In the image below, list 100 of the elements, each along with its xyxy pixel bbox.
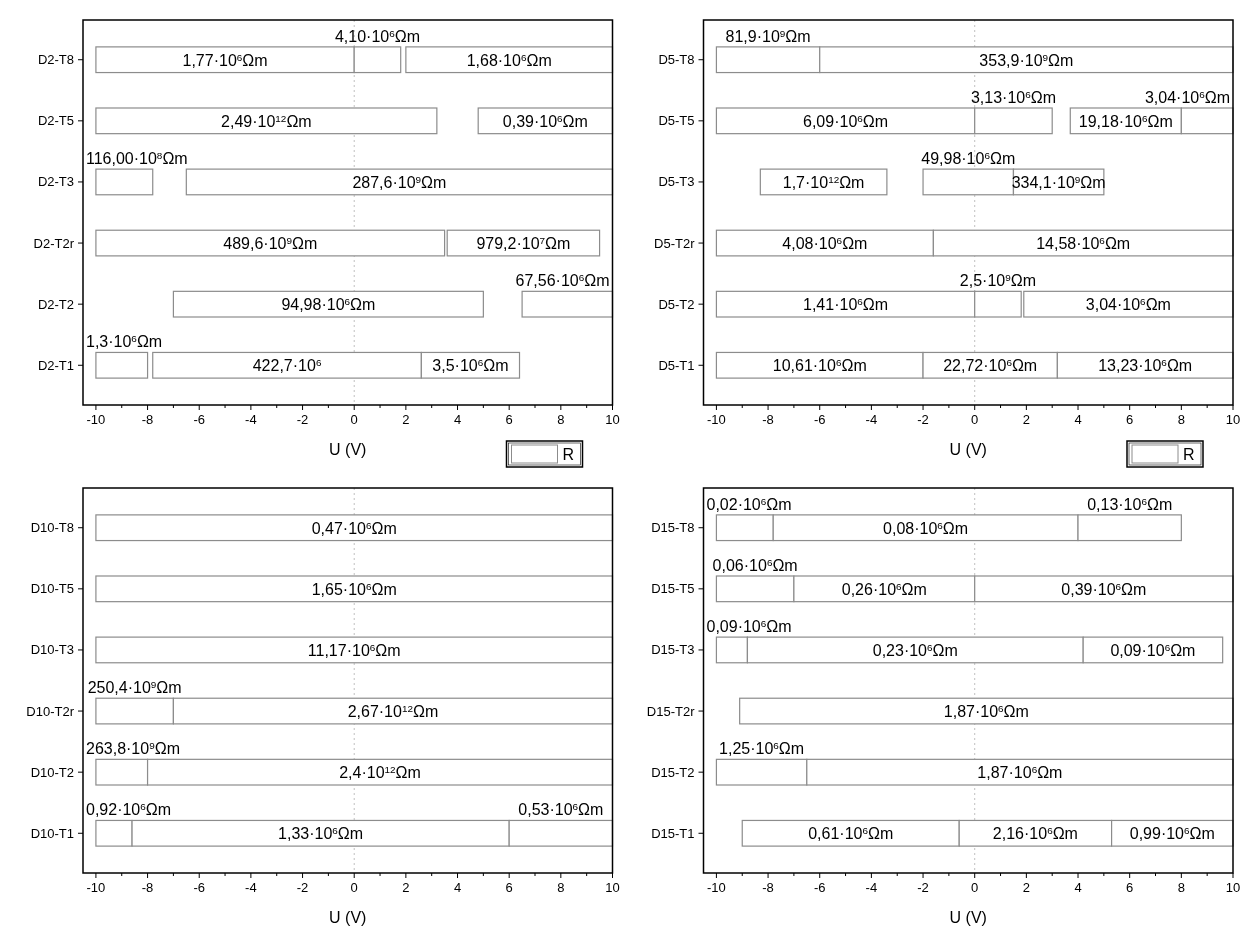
y-tick-label: D10-T2 <box>30 764 74 780</box>
bar <box>185 168 614 196</box>
x-tick-label: 0 <box>971 412 979 427</box>
annotation: 3,04·10$^{6}$Ωm <box>1085 295 1171 314</box>
y-tick-label: D10-T5 <box>30 581 74 597</box>
annotation: 3,13·10$^{6}$Ωm <box>970 88 1056 106</box>
x-tick-label: 6 <box>505 412 513 427</box>
annotation: 1,41·10$^{6}$Ωm <box>803 295 889 314</box>
annotation: 979,2·10$^{7}$Ωm <box>476 234 571 253</box>
x-tick-label: -2 <box>917 880 929 895</box>
bar <box>95 107 438 135</box>
x-tick-label: -4 <box>245 412 257 427</box>
x-tick-label: 2 <box>402 880 410 895</box>
annotation: 353,9·10$^{9}$Ωm <box>979 51 1074 69</box>
annotation: 0,23·10$^{6}$Ωm <box>872 641 958 659</box>
y-tick-label: D15-T1 <box>651 825 695 841</box>
bar <box>405 46 614 74</box>
annotation: 489,6·10$^{9}$Ωm <box>223 234 318 253</box>
annotation: 0,53·10$^{6}$Ωm <box>518 800 604 819</box>
x-tick-label: -10 <box>86 412 106 427</box>
annotation: 1,87·10$^{6}$Ωm <box>977 763 1063 782</box>
x-tick-label: 10 <box>1225 880 1241 895</box>
bar <box>95 168 154 196</box>
annotation: 11,17·10$^{6}$Ωm <box>307 641 401 659</box>
annotation: 81,9·10$^{9}$Ωm <box>725 27 811 45</box>
bar <box>95 351 149 379</box>
annotation: 4,08·10$^{6}$Ωm <box>782 234 868 253</box>
x-tick-label: 8 <box>1177 880 1185 895</box>
x-tick-label: -10 <box>707 412 726 427</box>
y-tick-label: D15-T5 <box>651 581 695 597</box>
annotation: 422,7·10$^{6}$ <box>252 356 322 375</box>
annotation: 2,49·10$^{12}$Ωm <box>221 112 312 130</box>
annotation: 0,26·10$^{6}$Ωm <box>841 580 927 598</box>
annotation: 0,47·10$^{6}$Ωm <box>311 519 397 537</box>
x-tick-label: 8 <box>557 880 565 895</box>
y-tick-label: D10-T3 <box>30 642 74 658</box>
x-tick-label: -10 <box>86 880 106 895</box>
y-tick-label: D2-T3 <box>37 174 74 190</box>
y-tick-label: D10-T2r <box>26 703 75 719</box>
y-tick-label: D5-T2 <box>658 296 695 312</box>
annotation: 0,06·10$^{6}$Ωm <box>712 556 798 574</box>
bar <box>739 697 1234 725</box>
annotation: 19,18·10$^{6}$Ωm <box>1078 112 1173 130</box>
y-tick-label: D5-T5 <box>658 113 695 129</box>
annotation: 3,5·10$^{6}$Ωm <box>432 356 509 375</box>
x-tick-label: -2 <box>296 880 309 895</box>
annotation: 6,09·10$^{6}$Ωm <box>803 112 889 130</box>
bar <box>95 575 614 603</box>
x-axis-title: U (V) <box>329 441 367 458</box>
annotation: 4,10·10$^{6}$Ωm <box>334 27 420 45</box>
annotation: 1,65·10$^{6}$Ωm <box>311 580 397 598</box>
x-tick-label: 0 <box>971 880 979 895</box>
y-tick-label: D2-T8 <box>37 52 74 68</box>
x-tick-label: -6 <box>193 880 206 895</box>
x-tick-label: -4 <box>865 880 878 895</box>
annotation: 0,39·10$^{6}$Ωm <box>502 112 588 130</box>
annotation: 1,77·10$^{6}$Ωm <box>182 51 268 69</box>
x-tick-label: -4 <box>865 412 878 427</box>
y-tick-label: D10-T8 <box>30 520 74 536</box>
y-tick-label: D15-T3 <box>651 642 695 658</box>
annotation: 2,67·10$^{12}$Ωm <box>347 702 439 721</box>
x-tick-label: -6 <box>193 412 206 427</box>
x-axis-title: U (V) <box>949 909 987 926</box>
annotation: 2,5·10$^{9}$Ωm <box>959 271 1037 290</box>
y-tick-label: D15-T2 <box>651 764 695 780</box>
annotation: 22,72·10$^{6}$Ωm <box>943 356 1038 375</box>
y-tick-label: D15-T8 <box>651 520 695 536</box>
x-tick-label: -2 <box>296 412 309 427</box>
annotation: 0,99·10$^{6}$Ωm <box>1129 824 1215 843</box>
x-tick-label: 4 <box>453 880 462 895</box>
x-tick-label: 6 <box>505 880 513 895</box>
annotation: 67,56·10$^{6}$Ωm <box>515 271 610 290</box>
y-tick-label: D2-T2 <box>37 296 74 312</box>
annotation: 14,58·10$^{6}$Ωm <box>1036 234 1131 253</box>
x-tick-label: -6 <box>813 412 826 427</box>
annotation: 0,61·10$^{6}$Ωm <box>808 824 894 843</box>
bar <box>95 229 446 257</box>
annotation: 1,25·10$^{6}$Ωm <box>719 739 805 758</box>
x-tick-label: -4 <box>245 880 257 895</box>
annotation: 1,33·10$^{6}$Ωm <box>278 824 364 843</box>
legend-label: R <box>562 446 575 463</box>
x-tick-label: 4 <box>1074 880 1082 895</box>
x-tick-label: -8 <box>762 412 774 427</box>
y-tick-label: D10-T1 <box>30 825 74 841</box>
annotation: 0,08·10$^{6}$Ωm <box>883 519 969 537</box>
x-tick-label: 4 <box>453 412 462 427</box>
annotation: 1,3·10$^{6}$Ωm <box>85 332 163 351</box>
annotation: 94,98·10$^{6}$Ωm <box>281 295 376 314</box>
x-tick-label: 2 <box>1022 880 1030 895</box>
bar <box>521 290 614 318</box>
annotation: 1,7·10$^{12}$Ωm <box>782 173 865 191</box>
x-tick-label: 2 <box>402 412 410 427</box>
x-axis-title: U (V) <box>329 909 367 926</box>
annotation: 13,23·10$^{6}$Ωm <box>1098 356 1193 375</box>
y-tick-label: D2-T1 <box>37 357 74 373</box>
annotation: 10,61·10$^{6}$Ωm <box>772 356 867 375</box>
annotation: 334,1·10$^{9}$Ωm <box>1011 173 1106 191</box>
annotation: 1,87·10$^{6}$Ωm <box>943 702 1029 721</box>
annotation: 287,6·10$^{9}$Ωm <box>352 173 447 191</box>
y-tick-label: D2-T5 <box>37 113 74 129</box>
